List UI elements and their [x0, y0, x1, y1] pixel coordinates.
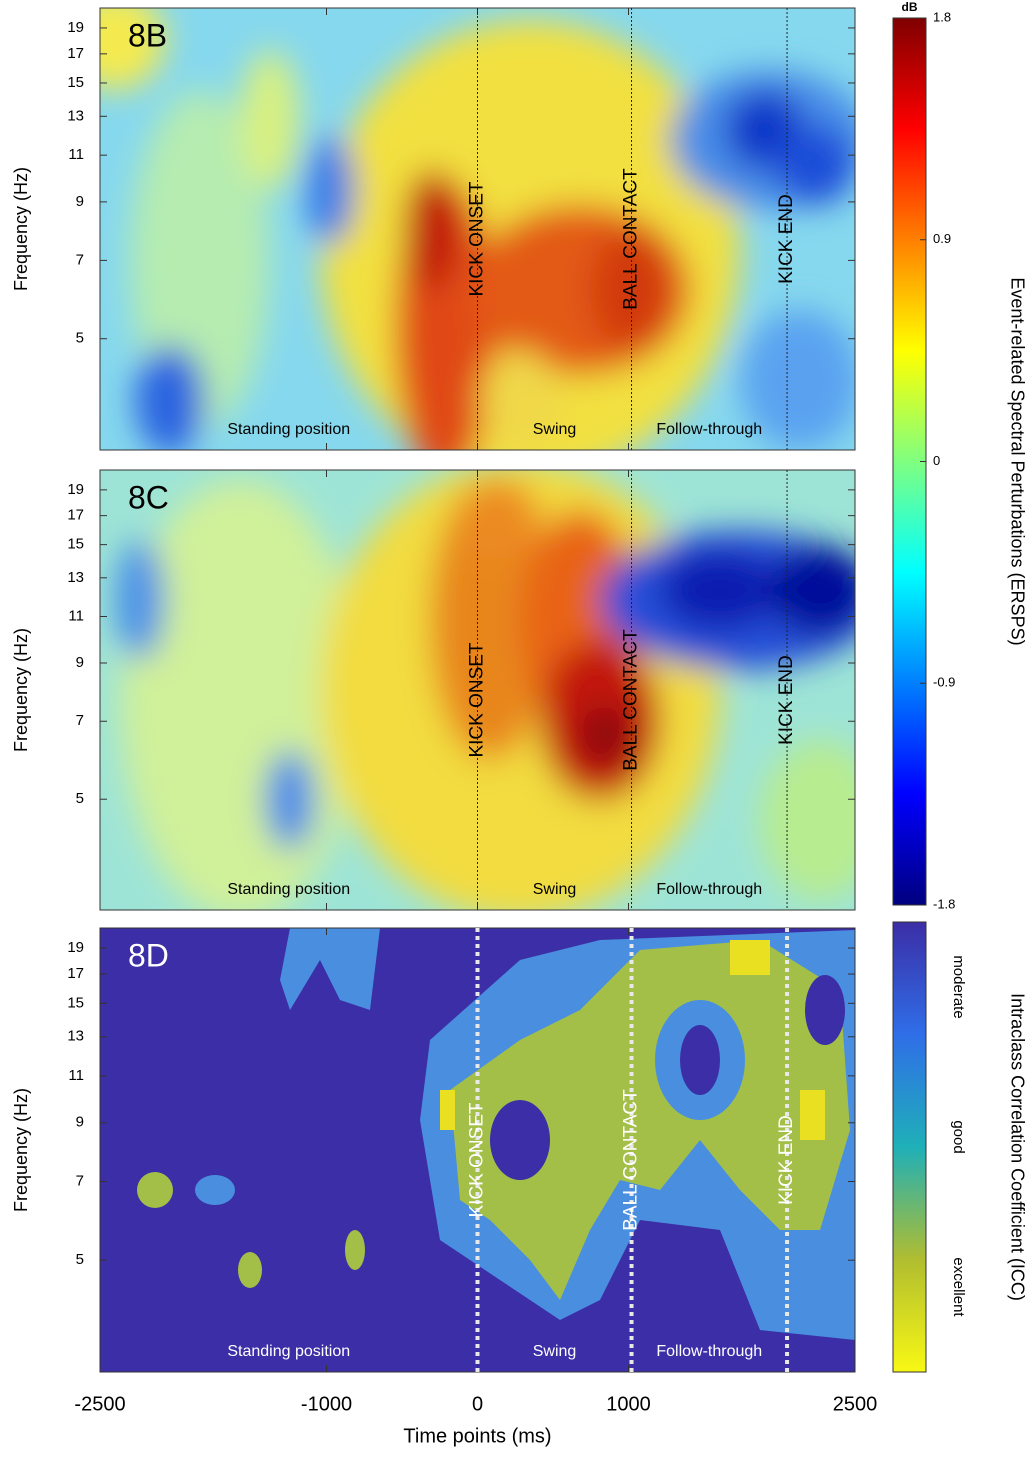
y-tick-label: 11	[68, 146, 84, 163]
event-label: KICK ONSET	[467, 1102, 488, 1217]
y-tick-label: 17	[67, 45, 84, 62]
y-tick-label: 5	[76, 1251, 84, 1268]
phase-label: Swing	[533, 421, 577, 438]
y-tick-label: 5	[76, 790, 84, 807]
y-tick-label: 19	[67, 19, 84, 36]
y-axis-title: Frequency (Hz)	[11, 1088, 31, 1212]
y-axis-title: Frequency (Hz)	[11, 167, 31, 291]
event-label: KICK ONSET	[467, 642, 488, 757]
colorbar-tick-label: 1.8	[933, 9, 951, 24]
colorbar-title: Event-related Spectral Perturbations (ER…	[1007, 277, 1027, 645]
y-tick-label: 7	[76, 712, 84, 729]
panel-label: 8C	[128, 479, 169, 515]
phase-label: Follow-through	[656, 421, 762, 438]
phase-label: Swing	[533, 1343, 577, 1360]
y-tick-label: 5	[76, 330, 84, 347]
colorbar-tick-label: -0.9	[933, 675, 955, 690]
x-tick-label: 0	[472, 1393, 483, 1415]
event-label: KICK END	[776, 655, 797, 745]
y-tick-label: 15	[67, 994, 84, 1011]
x-tick-label: 2500	[833, 1393, 878, 1415]
x-tick-label: 1000	[606, 1393, 651, 1415]
x-axis-title: Time points (ms)	[403, 1425, 551, 1447]
colorbar-tick-label: -1.8	[933, 896, 955, 911]
y-tick-label: 11	[68, 607, 84, 624]
panel-label: 8D	[128, 937, 169, 973]
heatmap-8d	[100, 928, 855, 1372]
colorbar-label: good	[950, 1120, 967, 1153]
phase-label: Follow-through	[656, 881, 762, 898]
event-label: KICK ONSET	[467, 181, 488, 296]
colorbar-tick-label: 0	[933, 453, 940, 468]
phase-label: Follow-through	[656, 1343, 762, 1360]
y-tick-label: 9	[76, 1114, 84, 1131]
y-tick-label: 19	[67, 939, 84, 956]
phase-label: Standing position	[227, 881, 350, 898]
colorbar-unit: dB	[902, 0, 918, 14]
event-label: KICK END	[776, 194, 797, 284]
y-tick-label: 13	[67, 107, 84, 124]
y-tick-label: 15	[67, 74, 84, 91]
x-tick-label: -2500	[74, 1393, 125, 1415]
y-tick-label: 19	[67, 481, 84, 498]
colorbar-title: Intraclass Correlation Coefficient (ICC)	[1007, 993, 1027, 1301]
y-tick-label: 11	[68, 1067, 84, 1084]
phase-label: Standing position	[227, 421, 350, 438]
colorbar-tick-label: 0.9	[933, 231, 951, 246]
colorbar-icc	[892, 921, 927, 1373]
y-tick-label: 17	[67, 965, 84, 982]
colorbar-label: moderate	[950, 955, 967, 1018]
y-tick-label: 7	[76, 1173, 84, 1190]
y-tick-label: 13	[67, 1028, 84, 1045]
y-tick-label: 9	[76, 193, 84, 210]
y-tick-label: 7	[76, 251, 84, 268]
phase-label: Swing	[533, 881, 577, 898]
event-label: BALL CONTACT	[621, 629, 642, 771]
heatmap-8c	[100, 470, 855, 910]
y-tick-label: 15	[67, 536, 84, 553]
event-label: KICK END	[776, 1115, 797, 1205]
event-label: BALL CONTACT	[621, 168, 642, 310]
panel-label: 8B	[128, 17, 167, 53]
y-axis-title: Frequency (Hz)	[11, 628, 31, 752]
colorbar-label: excellent	[950, 1257, 967, 1317]
event-label: BALL CONTACT	[621, 1089, 642, 1231]
phase-label: Standing position	[227, 1343, 350, 1360]
y-tick-label: 17	[67, 507, 84, 524]
x-tick-label: -1000	[301, 1393, 352, 1415]
y-tick-label: 9	[76, 654, 84, 671]
y-tick-label: 13	[67, 569, 84, 586]
